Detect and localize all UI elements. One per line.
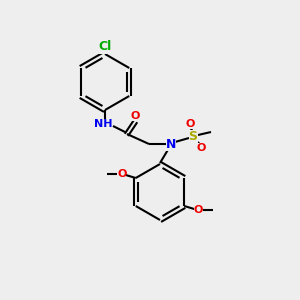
- Text: NH: NH: [94, 119, 112, 129]
- Text: O: O: [130, 111, 140, 121]
- Text: O: O: [196, 143, 206, 153]
- Text: O: O: [194, 205, 203, 215]
- Text: O: O: [185, 119, 195, 129]
- Text: O: O: [117, 169, 126, 179]
- Text: Cl: Cl: [98, 40, 112, 53]
- Text: S: S: [188, 130, 197, 142]
- Text: N: N: [166, 137, 176, 151]
